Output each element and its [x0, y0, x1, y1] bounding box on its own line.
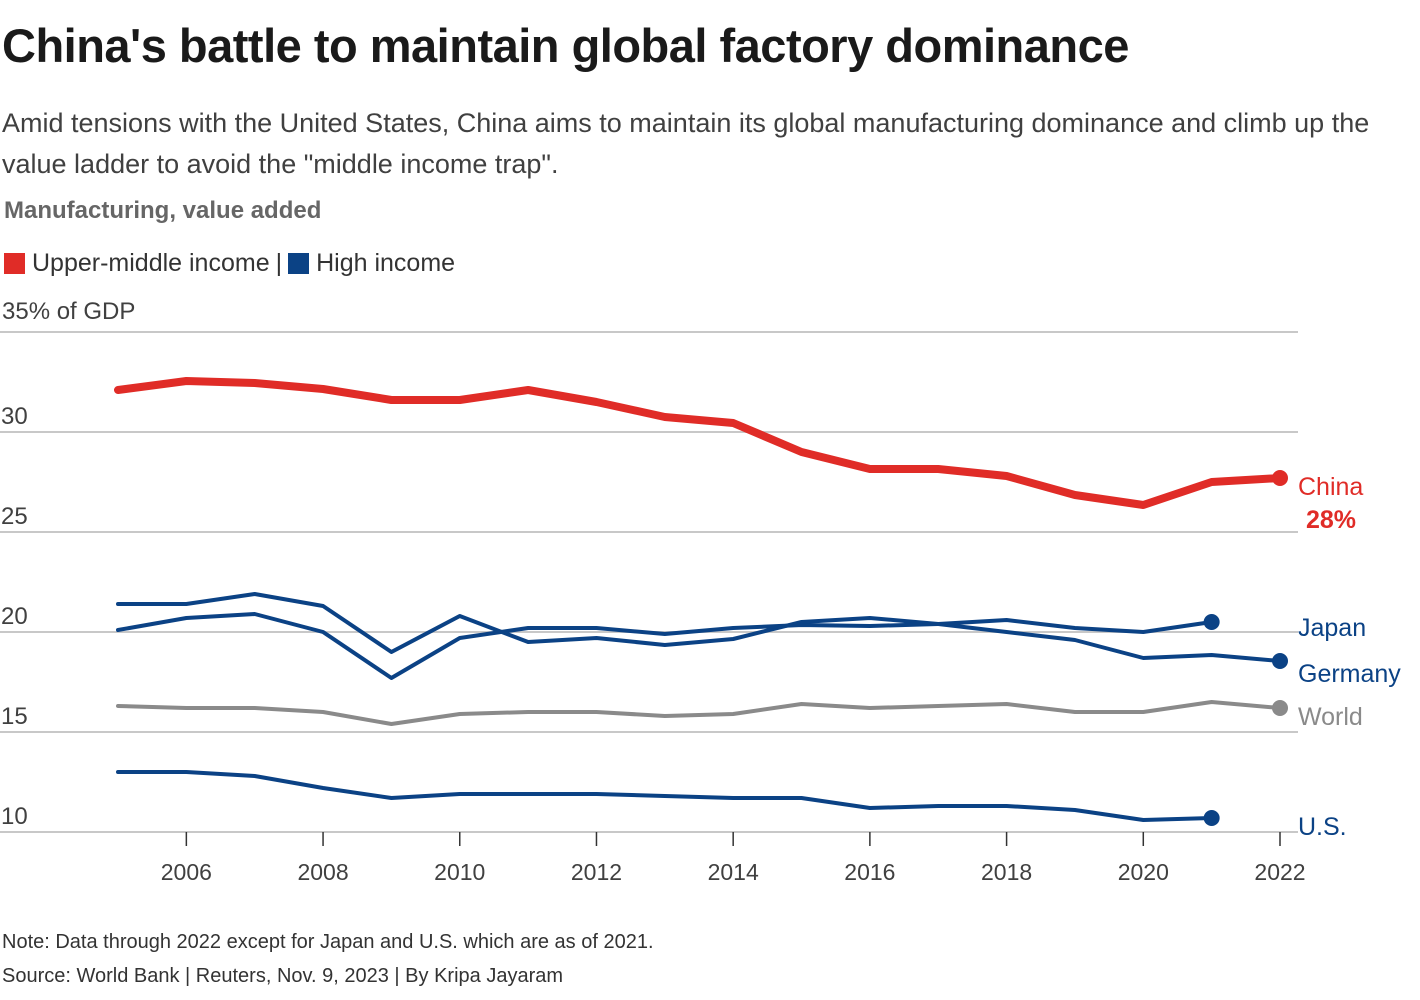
series-endpoint-germany: [1272, 653, 1288, 669]
series-endpoint-world: [1272, 700, 1288, 716]
legend-label-high-income: High income: [316, 249, 456, 277]
y-tick-label-30: 30: [1, 403, 28, 430]
series-endpoint-us: [1203, 810, 1220, 826]
legend-swatch-upper-middle-income: [4, 253, 25, 274]
x-tick-label-2022: 2022: [1254, 859, 1305, 885]
series-line-germany: [116, 592, 1282, 663]
series-line-japan: [116, 612, 1214, 680]
y-tick-label-25: 25: [1, 503, 28, 530]
x-tick-label-2014: 2014: [708, 859, 759, 885]
footnote: Note: Data through 2022 except for Japan…: [2, 931, 654, 953]
series-label-us: U.S.: [1298, 813, 1347, 841]
legend-swatch-high-income: [288, 253, 310, 274]
y-tick-label-10: 10: [1, 803, 28, 830]
legend-separator: |: [275, 249, 283, 277]
legend: Upper-middle income | High income: [4, 249, 455, 278]
y-tick-label-20: 20: [1, 603, 28, 630]
legend-label-upper-middle-income: Upper-middle income: [32, 249, 270, 277]
series-label-japan: Japan: [1298, 614, 1366, 642]
x-tick-label-2016: 2016: [844, 859, 895, 885]
chart-title: China's battle to maintain global factor…: [2, 19, 1129, 72]
x-tick-label-2018: 2018: [981, 859, 1032, 885]
series-label-world: World: [1298, 703, 1363, 731]
y-axis-top-label: 35% of GDP: [2, 298, 136, 325]
chart-subtitle: Amid tensions with the United States, Ch…: [2, 108, 1370, 179]
x-tick-label-2010: 2010: [434, 859, 485, 885]
y-tick-label-15: 15: [1, 703, 28, 730]
series-line-world: [116, 700, 1282, 726]
x-tick-label-2012: 2012: [571, 859, 622, 885]
x-tick-label-2020: 2020: [1118, 859, 1169, 885]
series-endpoint-china: [1272, 470, 1288, 486]
series-label-china: China: [1298, 473, 1363, 501]
series-line-china: [114, 377, 1284, 509]
series-value-label-china: 28%: [1306, 506, 1356, 534]
series-line-us: [116, 770, 1214, 822]
source-credit: Source: World Bank | Reuters, Nov. 9, 20…: [2, 965, 564, 987]
series-endpoint-japan: [1203, 614, 1220, 630]
series-label-germany: Germany: [1298, 660, 1401, 688]
x-tick-label-2008: 2008: [297, 859, 348, 885]
x-tick-label-2006: 2006: [161, 859, 212, 885]
section-label: Manufacturing, value added: [4, 197, 322, 224]
